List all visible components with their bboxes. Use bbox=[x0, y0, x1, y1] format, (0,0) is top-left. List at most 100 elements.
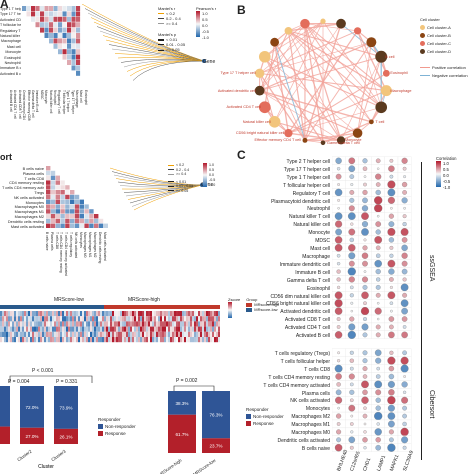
heatmap-cell bbox=[4, 331, 6, 337]
heatmap-cell bbox=[68, 316, 70, 322]
heatmap-cell bbox=[0, 326, 2, 332]
network-node-label: Monocyte bbox=[345, 138, 362, 143]
network-edge bbox=[259, 90, 342, 141]
correlation-dot bbox=[400, 427, 409, 437]
heatmap-cell bbox=[126, 311, 128, 317]
heatmap-cell bbox=[4, 326, 6, 332]
matrix-cell bbox=[65, 190, 70, 195]
matrix-cell bbox=[79, 218, 84, 224]
correlation-dot bbox=[335, 373, 342, 380]
heatmap-cell bbox=[114, 326, 116, 332]
heatmap-cell bbox=[198, 311, 200, 317]
bar-nonresponder bbox=[202, 391, 230, 439]
panel-c-row-label: Gamma delta T cell bbox=[286, 277, 330, 284]
heatmap-cell bbox=[178, 321, 180, 327]
heatmap-cell bbox=[4, 316, 6, 322]
heatmap-cell bbox=[148, 337, 150, 343]
mantel-line bbox=[84, 8, 205, 62]
matrix-cell bbox=[31, 6, 36, 11]
panel-a2-col-label: Mast cells activated bbox=[102, 232, 107, 261]
matrix-cell bbox=[74, 204, 80, 209]
heatmap-cell bbox=[160, 316, 162, 322]
network-edge bbox=[304, 41, 372, 141]
panel-c-row-label: T cells regulatory (Tregs) bbox=[274, 350, 330, 357]
heatmap-cell bbox=[38, 337, 40, 343]
matrix-cell bbox=[71, 33, 76, 38]
correlation-dot bbox=[363, 422, 367, 426]
correlation-dot bbox=[402, 277, 407, 282]
heatmap-cell bbox=[130, 337, 132, 343]
heatmap-cell bbox=[190, 321, 192, 327]
matrix-cell bbox=[55, 199, 60, 204]
heatmap-cell bbox=[138, 321, 140, 327]
panel-c-row-label: NK cells activated bbox=[290, 398, 330, 405]
network-node-label: Effector memory CD4 T cell bbox=[254, 138, 301, 143]
heatmap-cell bbox=[68, 337, 70, 343]
heatmap-cell bbox=[186, 326, 188, 332]
heatmap-cell bbox=[80, 326, 82, 332]
matrix-cell bbox=[58, 33, 63, 38]
heatmap-cell bbox=[150, 326, 152, 332]
heatmap-cell bbox=[138, 331, 140, 337]
expression-heatmap bbox=[0, 311, 220, 343]
heatmap-cell bbox=[136, 337, 138, 343]
correlation-dot bbox=[349, 174, 355, 179]
matrix-cell bbox=[89, 214, 94, 219]
panel-c-row-label: Type 2 T helper cell bbox=[286, 159, 330, 165]
heatmap-cell bbox=[26, 331, 28, 337]
heatmap-cell bbox=[188, 311, 190, 317]
mantel-p-title: Mantel's p bbox=[158, 32, 177, 37]
heatmap-cell bbox=[88, 331, 90, 337]
panel-a2-row-label: Mast cells activated bbox=[10, 224, 44, 229]
matrix-cell bbox=[79, 223, 84, 228]
correlation-dot bbox=[402, 221, 407, 227]
heatmap-cell bbox=[206, 321, 208, 327]
heatmap-cell bbox=[124, 326, 126, 332]
heatmap-cell bbox=[166, 331, 168, 337]
heatmap-cell bbox=[122, 326, 124, 332]
correlation-dot bbox=[361, 291, 369, 300]
heatmap-cell bbox=[52, 316, 54, 322]
heatmap-cell bbox=[60, 326, 62, 332]
network-edge bbox=[288, 30, 372, 123]
heatmap-cell bbox=[66, 337, 68, 343]
network-edge bbox=[259, 72, 306, 141]
panel-c-row-label: Monocytes bbox=[305, 406, 330, 413]
a2-legend-p-2: 0.01 - 0.05 bbox=[168, 184, 208, 189]
correlation-dot bbox=[401, 157, 408, 164]
correlation-dot bbox=[400, 364, 409, 373]
matrix-cell bbox=[53, 27, 58, 33]
heatmap-cell bbox=[12, 316, 14, 322]
heatmap-cell bbox=[52, 337, 54, 343]
correlation-dot bbox=[349, 190, 355, 195]
network-edge bbox=[274, 41, 342, 141]
heatmap-cell bbox=[136, 311, 138, 317]
heatmap-cell bbox=[6, 337, 8, 343]
heatmap-cell bbox=[196, 326, 198, 332]
heatmap-cell bbox=[84, 326, 86, 332]
bar-responder bbox=[20, 427, 44, 444]
network-node bbox=[268, 115, 281, 128]
correlation-dot bbox=[388, 221, 395, 227]
correlation-dot bbox=[349, 293, 354, 298]
heatmap-cell bbox=[78, 316, 80, 322]
heatmap-cell bbox=[34, 321, 36, 327]
heatmap-cell bbox=[96, 337, 98, 343]
correlation-dot bbox=[334, 443, 343, 452]
correlation-dot bbox=[387, 356, 396, 365]
heatmap-cell bbox=[26, 337, 28, 343]
heatmap-cell bbox=[174, 326, 176, 332]
correlation-dot bbox=[388, 237, 395, 243]
matrix-cell bbox=[74, 223, 80, 228]
matrix-cell bbox=[46, 204, 51, 209]
heatmap-cell bbox=[152, 321, 154, 327]
correlation-dot bbox=[387, 259, 396, 268]
heatmap-cell bbox=[30, 326, 32, 332]
heatmap-cell bbox=[218, 337, 220, 343]
correlation-dot bbox=[334, 236, 343, 244]
correlation-dot bbox=[376, 253, 381, 258]
net-legend-neg: Negative correlation bbox=[420, 72, 468, 80]
heatmap-cell bbox=[64, 321, 66, 327]
panel-c-row-label: Immature dendritic cell bbox=[279, 261, 330, 268]
left-legend-resp: Response bbox=[98, 430, 136, 437]
